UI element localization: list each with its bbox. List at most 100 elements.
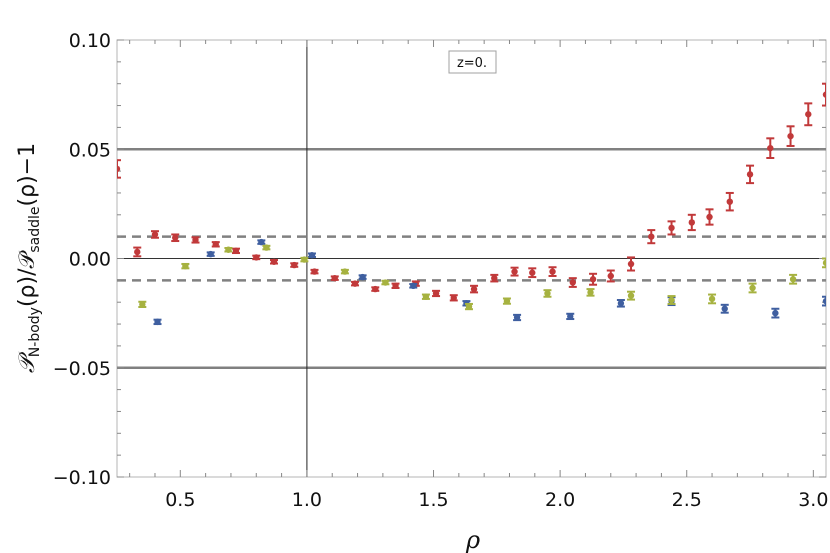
point-marker (767, 144, 774, 152)
data-point (667, 220, 676, 236)
data-point (822, 295, 826, 307)
point-marker (311, 268, 318, 275)
point-marker (688, 219, 695, 226)
point-marker (589, 276, 597, 283)
point-marker (134, 248, 141, 256)
data-point (206, 250, 215, 258)
data-point (138, 300, 147, 309)
data-point (667, 295, 676, 305)
point-marker (182, 262, 189, 270)
point-marker (212, 241, 219, 248)
point-marker (139, 301, 146, 308)
data-point (133, 246, 142, 258)
data-point (340, 268, 349, 275)
point-marker (708, 295, 716, 303)
point-marker (207, 250, 214, 258)
point-marker (351, 280, 359, 287)
data-point (269, 258, 278, 265)
point-marker (432, 290, 440, 297)
data-point (330, 274, 339, 282)
point-marker (772, 309, 779, 317)
data-point (616, 299, 625, 308)
point-marker (503, 297, 511, 305)
point-marker (668, 224, 675, 232)
data-point (708, 293, 717, 305)
point-marker (511, 268, 518, 275)
x-tick-label: 2.5 (672, 489, 702, 511)
data-point (502, 297, 511, 305)
point-marker (117, 165, 121, 173)
point-marker (529, 269, 536, 276)
point-marker (225, 246, 232, 253)
x-tick-label: 1.5 (418, 489, 448, 511)
data-point (153, 318, 162, 326)
point-marker (706, 213, 713, 221)
point-marker (372, 285, 379, 293)
point-marker (822, 91, 826, 98)
point-marker (749, 284, 756, 292)
point-marker (721, 305, 728, 312)
data-point (150, 230, 159, 239)
y-axis-title-sub1: N-body (27, 307, 43, 357)
data-point (771, 307, 780, 319)
point-marker (726, 198, 733, 205)
point-marker (822, 297, 826, 305)
data-point (421, 293, 430, 300)
point-marker (301, 256, 308, 263)
y-axis-title-mid: (ρ)/𝒫 (15, 250, 40, 308)
tick-labels: 0.5 1.0 1.5 2.0 2.5 3.0 −0.10 −0.05 0.00 0.05 0.10 (53, 30, 829, 511)
point-marker (465, 303, 473, 310)
data-point (720, 303, 729, 314)
point-marker (789, 276, 797, 283)
point-marker (253, 254, 260, 261)
point-marker (569, 279, 576, 286)
point-marker (627, 260, 635, 268)
data-point (432, 289, 441, 298)
data-point (470, 284, 479, 294)
data-point (464, 302, 473, 311)
x-tick-label: 0.5 (165, 489, 195, 511)
data-point (746, 164, 755, 185)
point-marker (668, 296, 675, 304)
data-point (687, 213, 696, 232)
point-marker (549, 268, 556, 275)
data-point (262, 244, 271, 251)
point-marker (172, 234, 179, 241)
data-point (232, 247, 241, 255)
point-marker (151, 231, 159, 238)
point-marker (422, 293, 430, 300)
point-marker (513, 314, 521, 321)
point-marker (232, 247, 240, 255)
y-axis-title-end: (ρ)−1 (15, 143, 40, 207)
point-marker (822, 259, 826, 267)
data-point (449, 294, 458, 302)
point-marker (787, 132, 794, 140)
point-marker (192, 236, 199, 244)
data-point (586, 288, 595, 297)
data-point (589, 272, 598, 286)
point-marker (607, 272, 614, 280)
data-point (391, 282, 400, 290)
data-point (381, 279, 390, 286)
point-marker (567, 313, 574, 320)
data-point (748, 282, 757, 294)
point-marker (617, 300, 625, 307)
data-point (822, 82, 826, 107)
data-point (117, 159, 121, 179)
y-tick-label: 0.00 (69, 249, 111, 271)
point-marker (258, 238, 265, 246)
data-point (351, 280, 360, 287)
point-marker (263, 244, 270, 251)
data-point (310, 268, 319, 275)
point-marker (627, 292, 635, 299)
data-point (371, 285, 380, 293)
point-marker (341, 268, 349, 275)
point-marker (308, 252, 316, 259)
point-marker (410, 282, 417, 290)
annotation-box: z=0. (448, 50, 497, 74)
y-tick-label: 0.05 (69, 139, 111, 161)
data-point (566, 312, 575, 321)
data-point (627, 290, 636, 301)
data-point (627, 256, 636, 272)
data-point (647, 229, 656, 245)
